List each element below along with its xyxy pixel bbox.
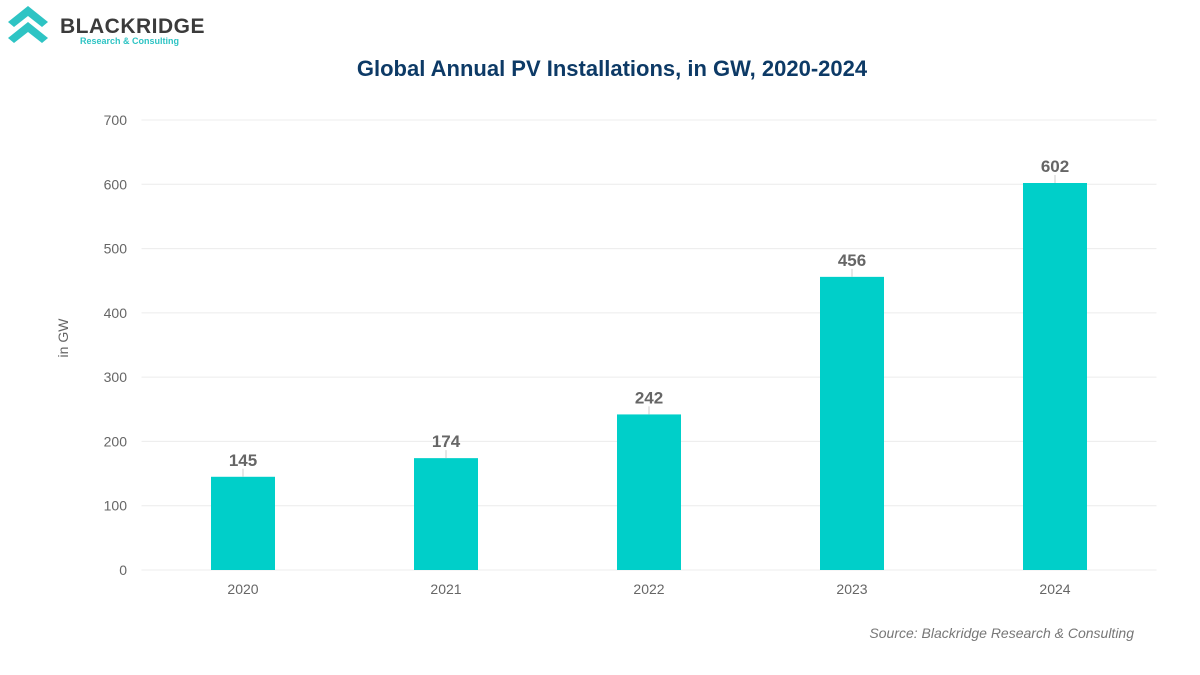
logo-tagline: Research & Consulting [80, 36, 179, 46]
logo-chevron-icon [8, 22, 48, 43]
x-tick-label: 2021 [430, 581, 461, 597]
x-tick-label: 2022 [633, 581, 664, 597]
bar-2022 [617, 414, 681, 570]
bar-2024 [1023, 183, 1087, 570]
y-tick-label: 200 [104, 433, 128, 449]
y-tick-label: 700 [104, 112, 128, 128]
y-tick-label: 500 [104, 241, 128, 257]
data-label: 602 [1041, 157, 1069, 176]
x-tick-label: 2020 [227, 581, 258, 597]
bar-2020 [211, 476, 275, 570]
logo: BLACKRIDGE Research & Consulting [8, 6, 205, 46]
y-tick-label: 600 [104, 176, 128, 192]
y-axis-label: in GW [55, 318, 71, 358]
logo-chevron-icon [8, 6, 48, 27]
x-tick-label: 2024 [1039, 581, 1070, 597]
chart-title: Global Annual PV Installations, in GW, 2… [357, 56, 868, 81]
source-note: Source: Blackridge Research & Consulting [869, 625, 1134, 641]
data-label: 174 [432, 432, 461, 451]
data-label: 456 [838, 251, 866, 270]
y-tick-label: 300 [104, 369, 128, 385]
y-tick-label: 0 [119, 562, 127, 578]
data-label: 145 [229, 451, 257, 470]
bar-2021 [414, 458, 478, 570]
x-tick-label: 2023 [836, 581, 867, 597]
data-label: 242 [635, 388, 663, 407]
bar-2023 [820, 276, 884, 570]
y-tick-label: 100 [104, 498, 128, 514]
y-tick-label: 400 [104, 305, 128, 321]
logo-name: BLACKRIDGE [60, 15, 205, 38]
